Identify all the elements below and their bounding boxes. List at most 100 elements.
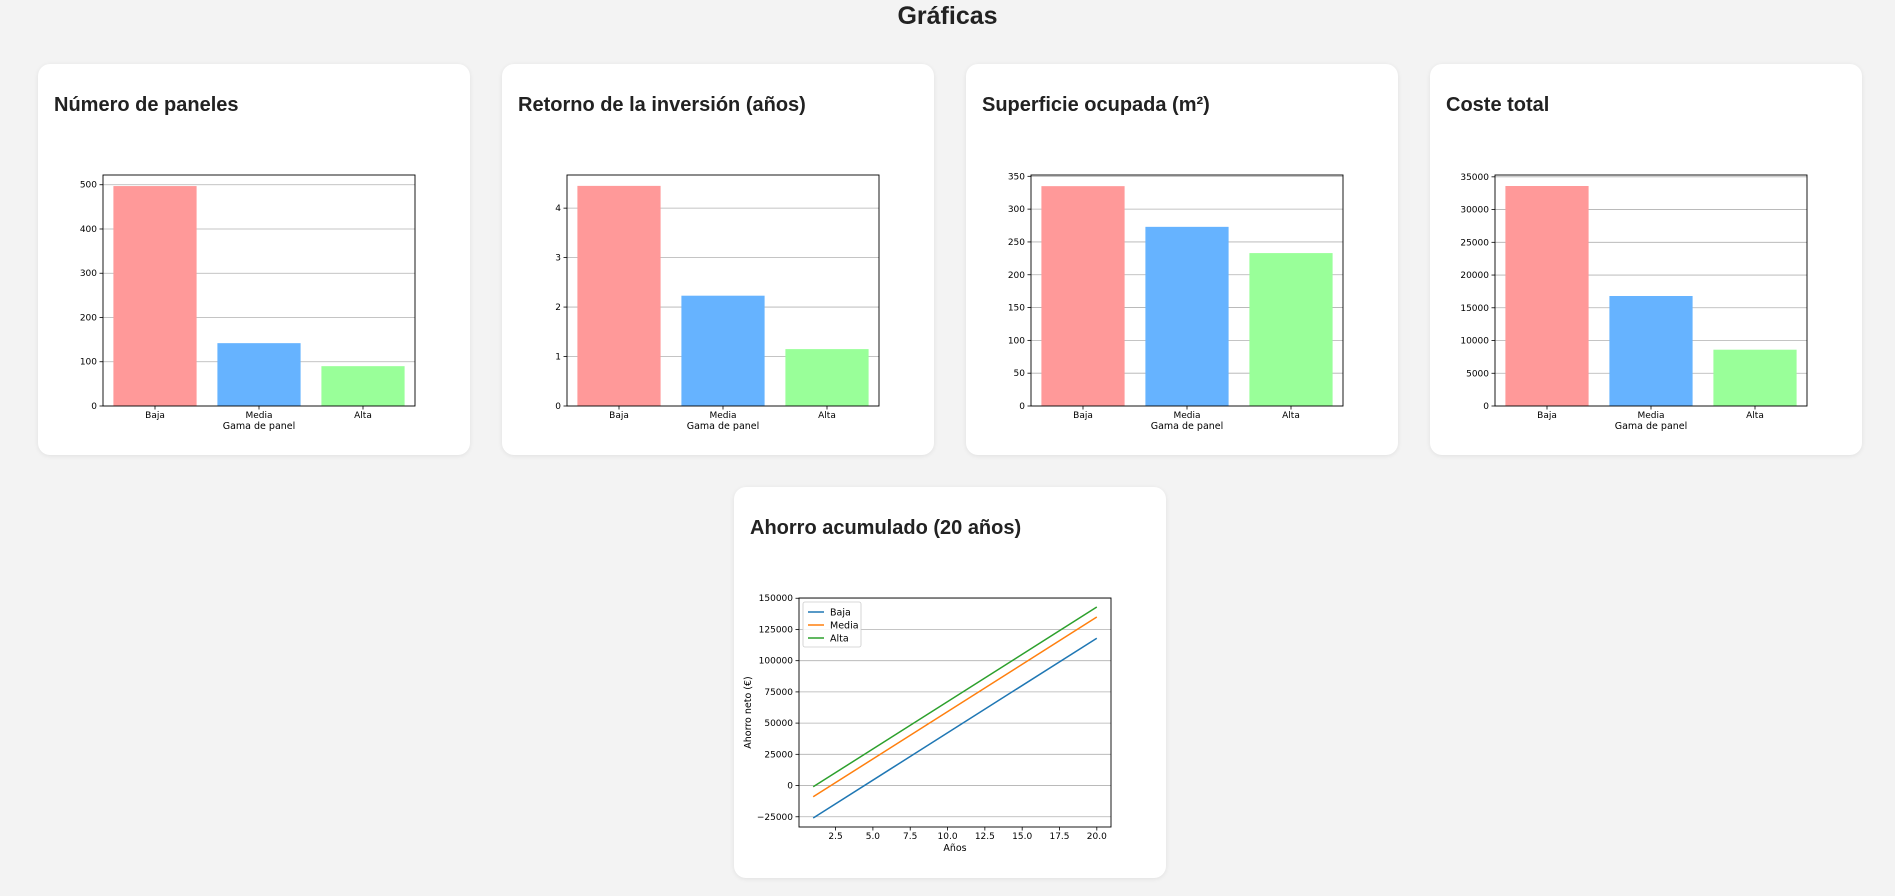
bar-baja <box>1041 186 1125 406</box>
y-tick-label: 0 <box>555 402 561 412</box>
y-tick-label: 4 <box>555 204 561 214</box>
plot-frame <box>1494 174 1808 407</box>
y-tick-label: 50000 <box>764 719 793 729</box>
chart-card-retorno: Retorno de la inversión (años) 0 1 2 3 4 Baja… <box>502 64 934 455</box>
y-tick-label: 2 <box>555 303 561 313</box>
x-axis-label: Gama de panel <box>687 421 760 432</box>
chart-paneles: 0 100 200 300 400 500 Baja Media Alta Gama de pan… <box>80 174 416 432</box>
y-tick-label: 1 <box>555 353 561 363</box>
bar-alta <box>785 349 869 406</box>
x-tick-label: Media <box>1637 411 1664 421</box>
x-tick-label: Alta <box>354 411 372 421</box>
bar-baja <box>577 185 661 406</box>
x-tick-label: 17.5 <box>1049 832 1069 842</box>
y-tick-label: 50 <box>1014 369 1026 379</box>
legend-label: Media <box>830 621 859 632</box>
page-title: Gráficas <box>897 2 998 30</box>
legend-label: Alta <box>830 634 849 645</box>
chart-card-paneles: Número de paneles 0 100 200 300 400 500 Baja Me… <box>38 64 470 455</box>
y-tick-label: 350 <box>1008 172 1025 182</box>
x-axis-label: Gama de panel <box>223 421 296 432</box>
bar-baja <box>113 186 197 406</box>
bar-media <box>217 343 301 406</box>
x-tick-label: 7.5 <box>903 832 917 842</box>
y-tick-label: 300 <box>1008 205 1025 215</box>
card-title: Ahorro acumulado (20 años) <box>750 517 1022 539</box>
card-title: Coste total <box>1446 94 1550 116</box>
card-title: Retorno de la inversión (años) <box>518 94 806 116</box>
bar-alta <box>321 366 405 406</box>
y-tick-label: 0 <box>91 402 97 412</box>
chart-card-ahorro: Ahorro acumulado (20 años) −25000 0 25000 5… <box>734 487 1166 878</box>
x-tick-label: Media <box>1173 411 1200 421</box>
bar-media <box>1609 296 1693 406</box>
chart-retorno: 0 1 2 3 4 Baja Media Alta Gama de panel <box>555 174 880 432</box>
y-tick-label: 250 <box>1008 238 1025 248</box>
y-tick-label: 25000 <box>1460 238 1489 248</box>
y-tick-label: 20000 <box>1460 271 1489 281</box>
x-tick-label: Media <box>709 411 736 421</box>
y-tick-label: 25000 <box>764 750 793 760</box>
plot-frame <box>566 174 880 407</box>
x-tick-label: 5.0 <box>866 832 881 842</box>
y-tick-label: 10000 <box>1460 337 1489 347</box>
x-axis-label: Años <box>943 843 966 854</box>
bar-media <box>681 295 765 406</box>
card-title: Número de paneles <box>54 94 239 116</box>
x-tick-label: Baja <box>1073 411 1093 421</box>
y-tick-label: 150 <box>1008 304 1025 314</box>
bar-alta <box>1249 253 1333 406</box>
x-tick-label: 20.0 <box>1087 832 1107 842</box>
chart-superficie: 0 50 100 150 200 250 300 350 Baja Media Alta Gama d… <box>1008 172 1344 432</box>
card-title: Superficie ocupada (m²) <box>982 94 1210 116</box>
series-line-media <box>812 616 1098 798</box>
x-tick-label: Baja <box>145 411 165 421</box>
legend-label: Baja <box>830 608 851 619</box>
x-tick-label: Media <box>245 411 272 421</box>
y-tick-label: 30000 <box>1460 206 1489 216</box>
y-tick-label: 100 <box>80 358 97 368</box>
x-tick-label: Alta <box>818 411 836 421</box>
chart-card-superficie: Superficie ocupada (m²) 0 50 100 150 200 250 3… <box>966 64 1398 455</box>
x-tick-label: 15.0 <box>1012 832 1032 842</box>
y-tick-label: 0 <box>1483 402 1489 412</box>
y-tick-label: 500 <box>80 181 97 191</box>
x-tick-label: 2.5 <box>828 832 842 842</box>
series-line-alta <box>812 606 1098 788</box>
legend-box <box>802 601 862 648</box>
y-tick-label: 75000 <box>764 688 793 698</box>
x-tick-label: Baja <box>1537 411 1557 421</box>
plot-frame <box>1030 174 1344 407</box>
bar-alta <box>1713 349 1797 406</box>
y-tick-label: 150000 <box>759 594 794 604</box>
bar-baja <box>1505 186 1589 406</box>
y-axis-label: Ahorro neto (€) <box>743 676 754 748</box>
y-tick-label: 100 <box>1008 336 1025 346</box>
x-tick-label: Alta <box>1282 411 1300 421</box>
y-tick-label: 0 <box>1019 402 1025 412</box>
x-tick-label: Baja <box>609 411 629 421</box>
x-tick-label: 10.0 <box>938 832 958 842</box>
y-tick-label: 5000 <box>1466 369 1489 379</box>
y-tick-label: 3 <box>555 254 561 264</box>
bar-media <box>1145 226 1229 406</box>
y-tick-label: 300 <box>80 269 97 279</box>
y-tick-label: 0 <box>787 782 793 792</box>
y-tick-label: 200 <box>80 313 97 323</box>
x-axis-label: Gama de panel <box>1615 421 1688 432</box>
x-tick-label: Alta <box>1746 411 1764 421</box>
chart-card-coste: Coste total 0 5000 10000 15000 20000 25000 300… <box>1430 64 1862 455</box>
chart-ahorro: −25000 0 25000 50000 75000 100000 125000 150000… <box>743 594 1112 854</box>
x-tick-label: 12.5 <box>975 832 995 842</box>
chart-coste: 0 5000 10000 15000 20000 25000 30000 35000 Baja M… <box>1460 173 1808 432</box>
y-tick-label: 15000 <box>1460 304 1489 314</box>
x-axis-label: Gama de panel <box>1151 421 1224 432</box>
plot-frame <box>798 597 1112 828</box>
y-tick-label: 200 <box>1008 271 1025 281</box>
y-tick-label: 100000 <box>759 657 794 667</box>
y-tick-label: −25000 <box>757 813 793 823</box>
plot-frame <box>102 174 416 407</box>
y-tick-label: 35000 <box>1460 173 1489 183</box>
y-tick-label: 400 <box>80 225 97 235</box>
y-tick-label: 125000 <box>759 625 794 635</box>
